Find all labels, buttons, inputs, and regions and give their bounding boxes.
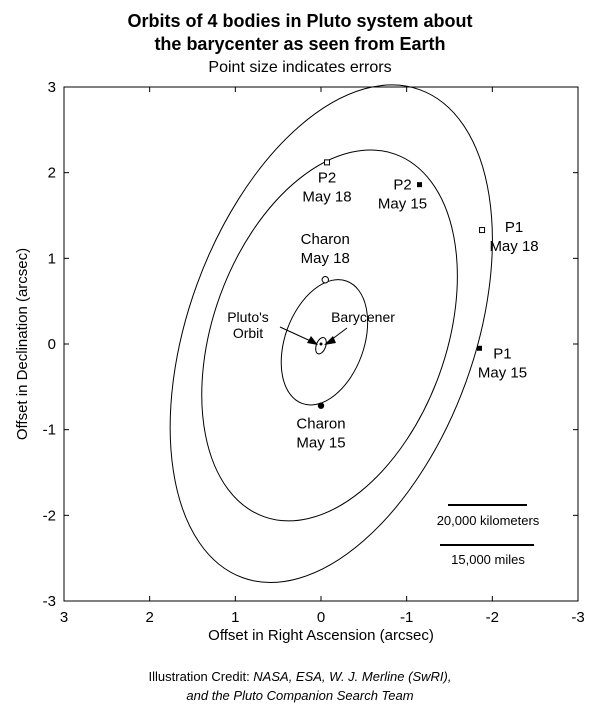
x-tick-label: -3	[571, 609, 584, 626]
body-markers	[317, 159, 486, 409]
x-axis-label: Offset in Right Ascension (arcsec)	[208, 627, 434, 644]
x-tick-label: 3	[60, 609, 68, 626]
charon-may15-marker	[317, 402, 325, 409]
scale-bar-km-label: 20,000 kilometers	[437, 513, 540, 528]
y-tick-label: 2	[48, 165, 56, 182]
scale-bar-miles-label: 15,000 miles	[451, 552, 525, 567]
p1-may18-marker	[479, 227, 486, 234]
barycenter-marker	[319, 342, 323, 346]
barycenter-arrowhead	[324, 336, 336, 345]
p2-may18-label: P2	[318, 169, 336, 186]
plutos-orbit-label-1: Pluto's	[227, 309, 269, 325]
charon-may15-label: Charon	[296, 416, 345, 433]
y-tick-label: 0	[48, 336, 56, 353]
p2-may18-marker	[323, 159, 330, 166]
y-tick-label: 1	[48, 250, 56, 267]
x-tick-label: -2	[486, 609, 499, 626]
charon-may18-label: May 18	[301, 250, 350, 267]
orbit-ellipses	[169, 84, 493, 583]
p2-may15-label: P2	[393, 177, 411, 194]
x-tick-label: 2	[145, 609, 153, 626]
p1-may18-label: P1	[505, 219, 523, 236]
p2-may15-label: May 15	[378, 196, 427, 213]
y-tick-label: -3	[43, 593, 56, 610]
credit-prefix: Illustration Credit:	[148, 669, 254, 684]
credit-authors: NASA, ESA, W. J. Merline (SwRI),	[253, 669, 452, 684]
p1-may15-label: May 15	[478, 364, 527, 381]
y-tick-label: -1	[43, 422, 56, 439]
p1-may15-label: P1	[493, 345, 511, 362]
credit-line-1: Illustration Credit: NASA, ESA, W. J. Me…	[0, 669, 600, 684]
y-tick-label: -2	[43, 507, 56, 524]
charon-may18-label: Charon	[301, 231, 350, 248]
x-tick-label: 1	[231, 609, 239, 626]
chart-subtitle: Point size indicates errors	[208, 59, 392, 76]
p1-may15-marker	[476, 345, 482, 351]
y-axis-label: Offset in Declination (arcsec)	[14, 248, 31, 440]
p1-may18-label: May 18	[489, 238, 538, 255]
charon-may15-label: May 15	[296, 435, 345, 452]
p2-may18-label: May 18	[302, 188, 351, 205]
orbit-ellipse	[169, 84, 493, 583]
charon-may18-marker	[321, 276, 329, 284]
x-tick-label: 0	[317, 609, 325, 626]
body-labels: Charon May 18 Charon May 15 P2 May 18 P2 May 15…	[296, 169, 538, 451]
chart-title-line-1: Orbits of 4 bodies in Pluto system about	[127, 11, 473, 31]
orbit-ellipse	[315, 337, 327, 355]
orbit-ellipse	[201, 149, 458, 522]
y-tick-label: 3	[48, 79, 56, 96]
x-tick-label: -1	[400, 609, 413, 626]
chart-title-line-2: the barycenter as seen from Earth	[154, 34, 446, 54]
orbit-ellipse	[280, 279, 369, 406]
plutos-orbit-arrowhead	[307, 336, 318, 345]
barycenter-label: Barycener	[331, 309, 395, 325]
p2-may15-marker	[417, 182, 423, 188]
credit-line-2: and the Pluto Companion Search Team	[186, 688, 414, 703]
plutos-orbit-label-2: Orbit	[233, 325, 263, 341]
